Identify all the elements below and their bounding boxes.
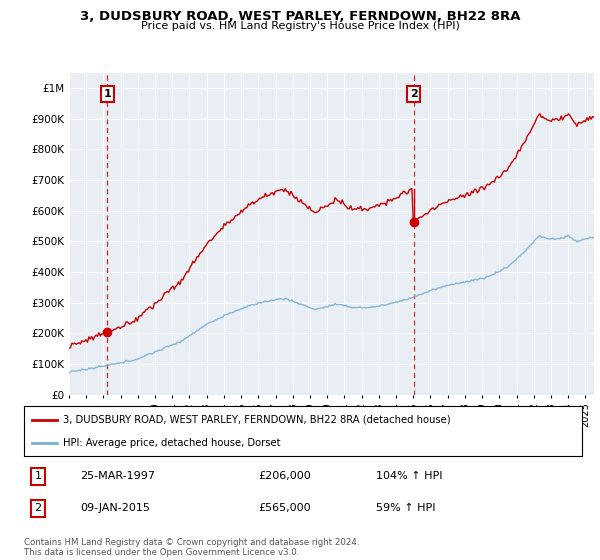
Text: 25-MAR-1997: 25-MAR-1997 bbox=[80, 471, 155, 481]
Text: 2: 2 bbox=[34, 503, 41, 514]
Text: £206,000: £206,000 bbox=[259, 471, 311, 481]
Text: Price paid vs. HM Land Registry's House Price Index (HPI): Price paid vs. HM Land Registry's House … bbox=[140, 21, 460, 31]
Text: HPI: Average price, detached house, Dorset: HPI: Average price, detached house, Dors… bbox=[63, 438, 281, 448]
Text: 2: 2 bbox=[410, 89, 418, 99]
Text: 3, DUDSBURY ROAD, WEST PARLEY, FERNDOWN, BH22 8RA: 3, DUDSBURY ROAD, WEST PARLEY, FERNDOWN,… bbox=[80, 10, 520, 23]
Text: 1: 1 bbox=[34, 471, 41, 481]
Text: 09-JAN-2015: 09-JAN-2015 bbox=[80, 503, 149, 514]
Text: Contains HM Land Registry data © Crown copyright and database right 2024.
This d: Contains HM Land Registry data © Crown c… bbox=[24, 538, 359, 557]
Text: 1: 1 bbox=[103, 89, 111, 99]
Text: £565,000: £565,000 bbox=[259, 503, 311, 514]
Text: 104% ↑ HPI: 104% ↑ HPI bbox=[376, 471, 442, 481]
Text: 59% ↑ HPI: 59% ↑ HPI bbox=[376, 503, 435, 514]
Text: 3, DUDSBURY ROAD, WEST PARLEY, FERNDOWN, BH22 8RA (detached house): 3, DUDSBURY ROAD, WEST PARLEY, FERNDOWN,… bbox=[63, 414, 451, 424]
